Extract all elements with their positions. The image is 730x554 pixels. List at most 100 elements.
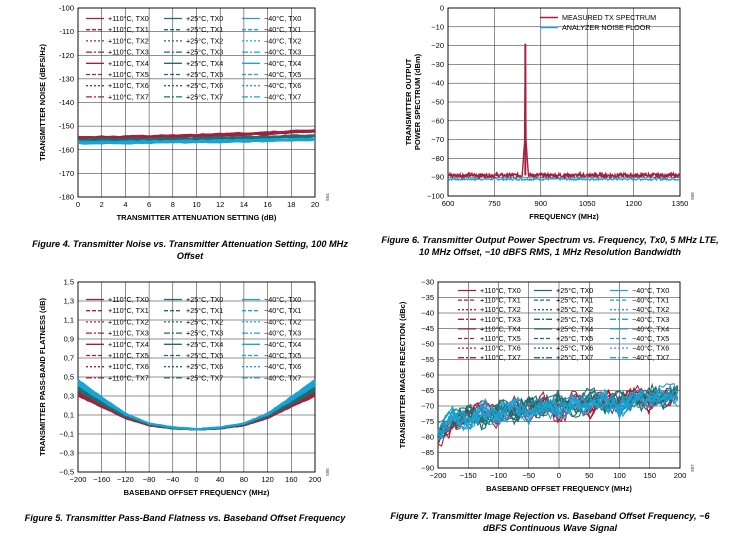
fig6-y-tick-label: −40 <box>431 79 444 88</box>
fig6-y-tick-label: −50 <box>431 98 444 107</box>
fig5-x-tick-label: 160 <box>285 475 298 484</box>
fig7-x-tick-label: 150 <box>643 471 656 480</box>
fig6-x-tick-label: 1350 <box>672 199 689 208</box>
fig4-series-line <box>77 129 316 138</box>
fig7-y-tick-label: −45 <box>421 324 434 333</box>
fig7-legend-label: +110°C, TX5 <box>480 334 521 343</box>
fig4-plot-border <box>77 7 316 198</box>
fig6-legend-label: ANALYZER NOISE FLOOR <box>562 23 651 32</box>
figure-6-panel: 600 750 900 1050 1200 1350 −100 −90 −80 −70 −60 −50… <box>370 0 730 270</box>
fig4-y-tick-label: -150 <box>59 122 74 131</box>
fig6-plot-border <box>447 7 681 197</box>
fig6-x-tick-label: 750 <box>488 199 501 208</box>
fig6-x-tick-label: 1200 <box>625 199 642 208</box>
fig5-legend-label: −40°C, TX2 <box>264 317 301 326</box>
fig4-x-tick-label: 18 <box>287 200 295 209</box>
fig7-y-axis-label: TRANSMITTER IMAGE REJECTION (dBc) <box>398 301 407 448</box>
fig7-legend-label: −40°C, TX3 <box>632 315 669 324</box>
fig4-legend-label: +25°C, TX6 <box>186 81 223 90</box>
fig7-legend-label: +110°C, TX7 <box>480 353 521 362</box>
fig4-y-tick-label: -130 <box>59 74 74 83</box>
figure-6-caption: Figure 6. Transmitter Output Power Spect… <box>370 234 730 258</box>
fig7-legend-label: +25°C, TX1 <box>556 296 593 305</box>
fig5-legend-label: −40°C, TX7 <box>264 373 301 382</box>
fig7-legend-label: +25°C, TX2 <box>556 305 593 314</box>
fig5-y-tick-label: −0,1 <box>59 430 74 439</box>
fig4-x-tick-label: 0 <box>76 200 80 209</box>
fig7-x-tick-label: 200 <box>674 471 687 480</box>
fig5-legend-label: −40°C, TX0 <box>264 295 301 304</box>
fig6-x-axis-label: FREQUENCY (MHz) <box>529 212 599 221</box>
fig5-y-tick-label: 0,5 <box>64 373 74 382</box>
fig5-legend-label: +110°C, TX0 <box>108 295 149 304</box>
fig4-figure-id: 504 <box>325 193 330 201</box>
fig5-legend-label: +25°C, TX5 <box>186 351 223 360</box>
fig6-y-tick-label: 0 <box>440 4 444 13</box>
fig5-x-axis-label: BASEBAND OFFSET FREQUENCY (MHz) <box>124 488 270 497</box>
fig5-x-tick-label: −80 <box>143 475 156 484</box>
fig6-y-axis-label: TRANSMITTER OUTPUT <box>404 58 413 145</box>
fig7-x-tick-label: 50 <box>585 471 593 480</box>
fig4-legend-label: +25°C, TX1 <box>186 25 223 34</box>
figure-4-panel: 0 2 4 6 8 10 12 14 16 18 20 -180 -170 -160 -150 -140 -13… <box>0 0 370 270</box>
fig5-legend-label: +110°C, TX2 <box>108 317 149 326</box>
fig5-y-tick-label: 0,7 <box>64 354 74 363</box>
fig4-y-tick-label: -180 <box>59 193 74 202</box>
fig6-y-tick-label: −80 <box>431 154 444 163</box>
fig5-plot-border <box>77 281 316 473</box>
figure-4-caption-line-2: Offset <box>176 251 204 261</box>
fig5-legend-label: −40°C, TX1 <box>264 306 301 315</box>
fig7-x-tick-label: −150 <box>460 471 477 480</box>
fig7-y-tick-label: −65 <box>421 386 434 395</box>
fig4-legend-label: −40°C, TX0 <box>264 14 301 23</box>
fig7-legend-label: +110°C, TX3 <box>480 315 521 324</box>
fig7-legend-label: +110°C, TX4 <box>480 324 521 333</box>
fig7-y-tick-label: −30 <box>421 278 434 287</box>
fig5-legend-label: −40°C, TX5 <box>264 351 301 360</box>
figure-6-chart: 600 750 900 1050 1200 1350−100−90−80−70−60−50… <box>404 4 695 222</box>
fig5-x-tick-label: −40 <box>166 475 179 484</box>
fig5-y-tick-label: 1,1 <box>64 316 74 325</box>
fig7-y-tick-label: −50 <box>421 340 434 349</box>
fig7-x-tick-label: −200 <box>430 471 447 480</box>
fig7-y-tick-label: −75 <box>421 417 434 426</box>
fig5-legend-label: +25°C, TX7 <box>186 373 223 382</box>
fig5-legend-label: +25°C, TX2 <box>186 317 223 326</box>
fig4-x-tick-label: 2 <box>100 200 104 209</box>
fig7-legend-label: +110°C, TX1 <box>480 296 521 305</box>
fig4-x-tick-label: 12 <box>216 200 224 209</box>
fig7-legend-label: −40°C, TX4 <box>632 324 669 333</box>
fig5-legend-label: +110°C, TX3 <box>108 329 149 338</box>
fig4-legend-label: −40°C, TX1 <box>264 25 301 34</box>
fig6-noise-floor-line <box>447 176 681 182</box>
fig6-x-tick-label: 1050 <box>579 199 596 208</box>
fig7-x-tick-label: 100 <box>613 471 626 480</box>
fig5-legend-label: −40°C, TX4 <box>264 340 301 349</box>
fig4-y-axis-label: TRANSMITTER NOISE (dBFS/Hz) <box>38 43 47 161</box>
fig4-legend-label: −40°C, TX2 <box>264 36 301 45</box>
fig5-x-tick-label: −160 <box>93 475 110 484</box>
fig7-x-tick-label: −50 <box>522 471 535 480</box>
fig6-y-axis-label: POWER SPECTRUM (dBm) <box>413 53 422 150</box>
fig4-legend-label: +25°C, TX0 <box>186 14 223 23</box>
fig6-measured-spectrum-line <box>447 67 681 180</box>
fig7-legend-label: −40°C, TX7 <box>632 353 669 362</box>
figure-5-caption: Figure 5. Transmitter Pass-Band Flatness… <box>10 512 360 524</box>
fig5-y-tick-label: 0,9 <box>64 335 74 344</box>
fig6-y-tick-label: −30 <box>431 60 444 69</box>
fig4-x-tick-label: 10 <box>192 200 200 209</box>
fig6-y-tick-label: −60 <box>431 116 444 125</box>
fig6-figure-id: 506 <box>690 192 695 200</box>
fig4-y-tick-label: -140 <box>59 98 74 107</box>
fig7-legend-label: −40°C, TX2 <box>632 305 669 314</box>
fig7-series-line <box>437 386 678 427</box>
fig5-x-tick-label: −200 <box>70 475 87 484</box>
fig5-legend-label: +25°C, TX0 <box>186 295 223 304</box>
fig7-legend-label: +25°C, TX0 <box>556 286 593 295</box>
fig5-legend-label: +110°C, TX1 <box>108 306 149 315</box>
fig4-legend-label: +110°C, TX2 <box>108 36 149 45</box>
fig7-legend-label: +25°C, TX4 <box>556 324 593 333</box>
fig4-x-tick-label: 14 <box>240 200 248 209</box>
fig4-series-line <box>77 134 316 141</box>
fig4-legend-label: +25°C, TX4 <box>186 59 223 68</box>
